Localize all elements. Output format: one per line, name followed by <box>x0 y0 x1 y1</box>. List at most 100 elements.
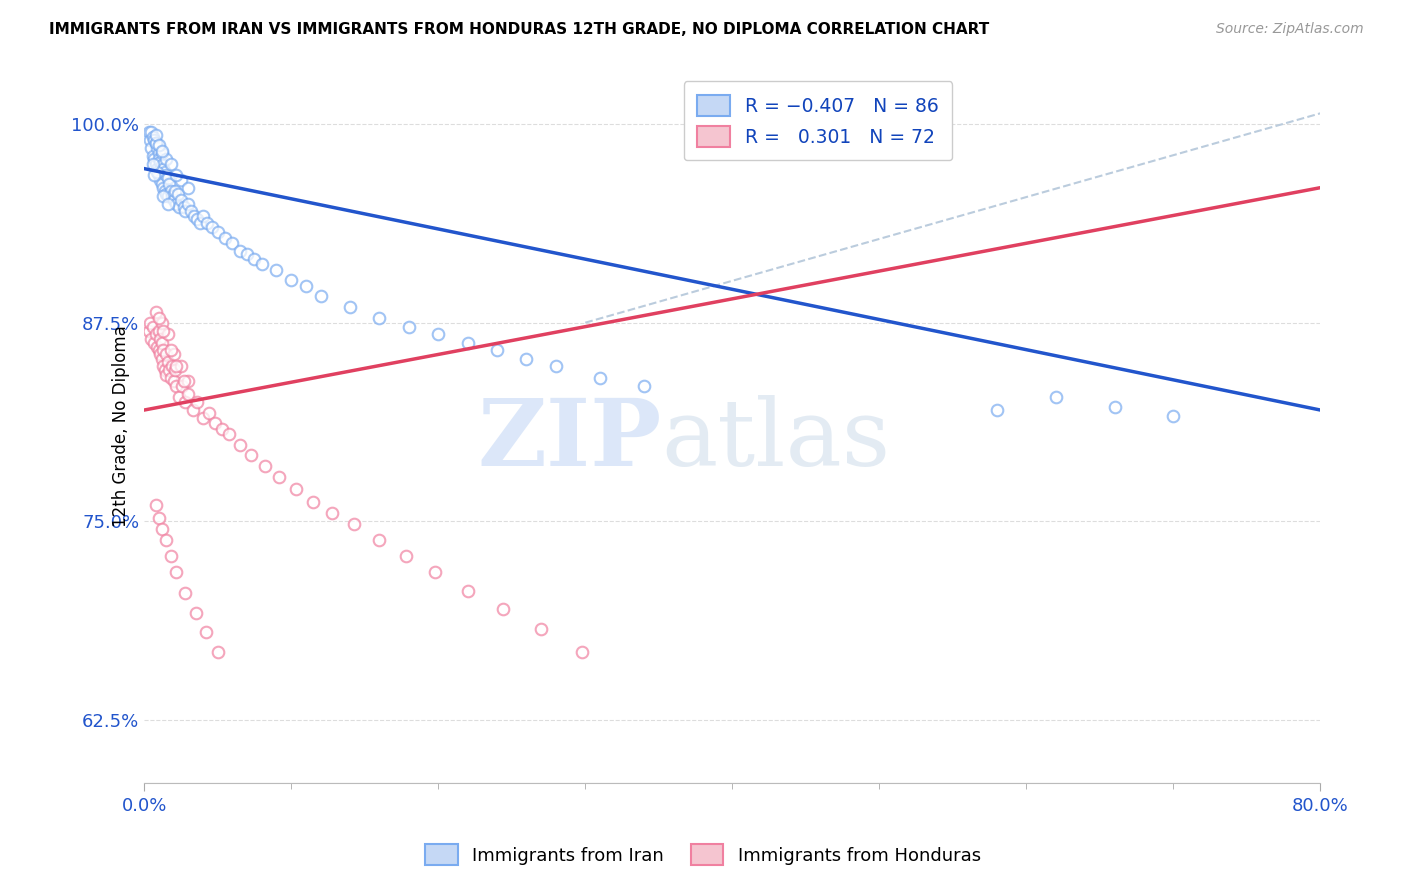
Point <box>149 172 172 186</box>
Point <box>207 644 229 658</box>
Point <box>163 184 186 198</box>
Point <box>530 622 553 636</box>
Text: atlas: atlas <box>662 395 891 485</box>
Point <box>150 336 173 351</box>
Point <box>167 187 190 202</box>
Point <box>141 141 163 155</box>
Point <box>152 324 174 338</box>
Point <box>173 200 195 214</box>
Text: IMMIGRANTS FROM IRAN VS IMMIGRANTS FROM HONDURAS 12TH GRADE, NO DIPLOMA CORRELAT: IMMIGRANTS FROM IRAN VS IMMIGRANTS FROM … <box>49 22 990 37</box>
Point <box>218 426 240 441</box>
Point <box>214 231 236 245</box>
Point <box>236 247 259 261</box>
Point <box>633 379 655 393</box>
Point <box>457 584 479 599</box>
Point <box>284 483 307 497</box>
Point <box>143 133 166 147</box>
Point <box>156 355 179 369</box>
Point <box>186 212 208 227</box>
Point <box>162 194 184 208</box>
Point <box>170 172 193 186</box>
Y-axis label: 12th Grade, No Diploma: 12th Grade, No Diploma <box>112 325 131 527</box>
Point <box>148 152 170 166</box>
Point <box>269 470 291 484</box>
Point <box>155 533 177 548</box>
Point <box>243 252 266 267</box>
Legend: R = −0.407   N = 86, R =   0.301   N = 72: R = −0.407 N = 86, R = 0.301 N = 72 <box>683 81 952 161</box>
Point <box>174 395 197 409</box>
Point <box>143 168 166 182</box>
Point <box>169 390 191 404</box>
Point <box>155 152 177 166</box>
Point <box>398 320 420 334</box>
Point <box>150 352 173 367</box>
Point <box>152 343 174 357</box>
Legend: Immigrants from Iran, Immigrants from Honduras: Immigrants from Iran, Immigrants from Ho… <box>418 837 988 872</box>
Point <box>180 204 202 219</box>
Point <box>177 196 200 211</box>
Point <box>172 379 194 393</box>
Point <box>162 375 184 389</box>
Point <box>142 149 165 163</box>
Point <box>145 136 167 151</box>
Point <box>204 416 226 430</box>
Point <box>152 359 174 373</box>
Point <box>146 339 169 353</box>
Point <box>280 273 302 287</box>
Point <box>159 371 181 385</box>
Point <box>150 178 173 192</box>
Point <box>153 184 176 198</box>
Point <box>191 209 214 223</box>
Point <box>139 316 162 330</box>
Point <box>148 324 170 338</box>
Point <box>571 644 593 658</box>
Point <box>165 565 187 579</box>
Point <box>145 128 167 143</box>
Point <box>143 152 166 166</box>
Point <box>150 316 173 330</box>
Point <box>515 352 537 367</box>
Point <box>163 363 186 377</box>
Point <box>174 586 197 600</box>
Point <box>165 359 187 373</box>
Point <box>544 359 567 373</box>
Point <box>339 300 361 314</box>
Point <box>150 158 173 172</box>
Point <box>165 379 187 393</box>
Point <box>191 411 214 425</box>
Point <box>146 161 169 176</box>
Point <box>589 371 612 385</box>
Point <box>145 136 167 151</box>
Point <box>302 495 325 509</box>
Point <box>177 180 200 194</box>
Point <box>343 517 366 532</box>
Point <box>149 347 172 361</box>
Point <box>142 157 165 171</box>
Point <box>162 347 184 361</box>
Point <box>194 625 217 640</box>
Point <box>170 359 193 373</box>
Point <box>141 332 163 346</box>
Point <box>266 263 288 277</box>
Point <box>145 304 167 318</box>
Point <box>155 347 177 361</box>
Text: ZIP: ZIP <box>478 395 662 485</box>
Point <box>1104 400 1126 414</box>
Point <box>160 188 183 202</box>
Point <box>148 511 170 525</box>
Point <box>253 458 276 473</box>
Point <box>150 145 173 160</box>
Point <box>425 565 447 579</box>
Point <box>165 168 187 182</box>
Point <box>152 180 174 194</box>
Point <box>1045 390 1067 404</box>
Point <box>153 363 176 377</box>
Point <box>141 125 163 139</box>
Point <box>207 225 229 239</box>
Point <box>148 145 170 160</box>
Point <box>177 387 200 401</box>
Point <box>159 343 181 357</box>
Point <box>149 332 172 346</box>
Point <box>146 165 169 179</box>
Point <box>177 375 200 389</box>
